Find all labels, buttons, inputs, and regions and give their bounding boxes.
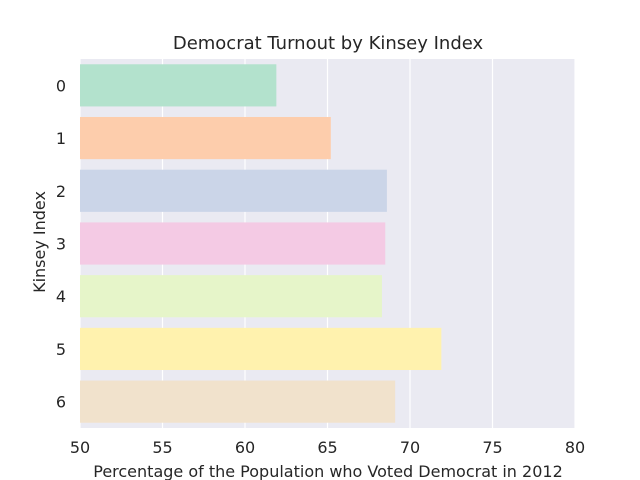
chart-title: Democrat Turnout by Kinsey Index [173,33,484,54]
x-tick-label-65: 65 [317,438,337,457]
y-tick-labels: 0 1 2 3 4 5 6 [56,76,66,411]
x-tick-label-60: 60 [235,438,255,457]
bar-kinsey-6 [80,380,396,423]
x-tick-label-55: 55 [152,438,172,457]
y-tick-label-2: 2 [56,182,66,201]
y-tick-label-1: 1 [56,129,66,148]
y-axis-label: Kinsey Index [30,191,49,293]
bar-kinsey-3 [80,222,386,265]
bar-kinsey-4 [80,275,382,318]
y-tick-label-5: 5 [56,340,66,359]
x-tick-label-50: 50 [70,438,90,457]
bar-kinsey-0 [80,64,277,107]
y-tick-label-0: 0 [56,76,66,95]
x-axis-label: Percentage of the Population who Voted D… [93,462,563,480]
x-tick-label-75: 75 [482,438,502,457]
x-tick-label-70: 70 [400,438,420,457]
bar-kinsey-1 [80,116,331,160]
bars [80,64,442,423]
y-tick-label-6: 6 [56,393,66,412]
x-tick-label-80: 80 [565,438,585,457]
y-tick-label-3: 3 [56,235,66,254]
x-tick-labels: 50 55 60 65 70 75 80 [70,438,585,457]
bar-kinsey-5 [80,327,442,371]
bar-kinsey-2 [80,169,387,212]
y-tick-label-4: 4 [56,287,66,306]
